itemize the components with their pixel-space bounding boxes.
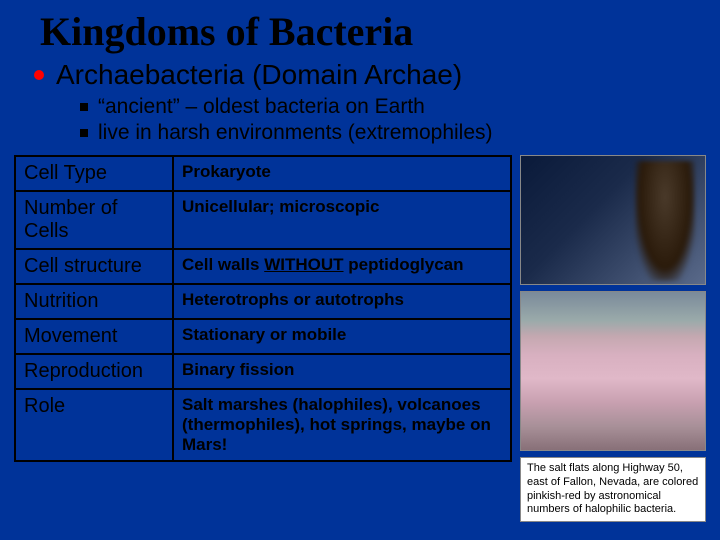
table-row-value: Prokaryote — [173, 156, 511, 191]
table-row-value: Salt marshes (halophiles), volcanoes (th… — [173, 389, 511, 461]
table-row-label: Role — [15, 389, 173, 461]
table-row-label: Movement — [15, 319, 173, 354]
table-row: Number of CellsUnicellular; microscopic — [15, 191, 511, 249]
square-bullet-icon — [80, 103, 88, 111]
slide: Kingdoms of Bacteria Archaebacteria (Dom… — [0, 0, 720, 540]
salt-flats-image — [520, 291, 706, 451]
characteristics-table-wrap: Cell TypeProkaryoteNumber of CellsUnicel… — [14, 155, 512, 522]
table-row: NutritionHeterotrophs or autotrophs — [15, 284, 511, 319]
sub-bullet-item: live in harsh environments (extremophile… — [80, 121, 710, 145]
table-row-value: Unicellular; microscopic — [173, 191, 511, 249]
main-bullet: Archaebacteria (Domain Archae) — [34, 59, 710, 91]
table-row-value: Stationary or mobile — [173, 319, 511, 354]
table-row-value: Cell walls WITHOUT peptidoglycan — [173, 249, 511, 284]
table-row-label: Cell Type — [15, 156, 173, 191]
hydrothermal-vent-image — [520, 155, 706, 285]
table-row: Cell TypeProkaryote — [15, 156, 511, 191]
sub-bullet-list: “ancient” – oldest bacteria on Earth liv… — [80, 95, 710, 145]
table-row-label: Reproduction — [15, 354, 173, 389]
subtitle-text: Archaebacteria (Domain Archae) — [56, 59, 462, 91]
sub-bullet-item: “ancient” – oldest bacteria on Earth — [80, 95, 710, 119]
images-column: The salt flats along Highway 50, east of… — [520, 155, 706, 522]
content-row: Cell TypeProkaryoteNumber of CellsUnicel… — [10, 155, 710, 522]
table-row-value: Heterotrophs or autotrophs — [173, 284, 511, 319]
table-row-label: Number of Cells — [15, 191, 173, 249]
sub-bullet-text: “ancient” – oldest bacteria on Earth — [98, 95, 425, 119]
table-row: ReproductionBinary fission — [15, 354, 511, 389]
image-caption: The salt flats along Highway 50, east of… — [520, 457, 706, 522]
square-bullet-icon — [80, 129, 88, 137]
table-row-label: Nutrition — [15, 284, 173, 319]
sub-bullet-text: live in harsh environments (extremophile… — [98, 121, 493, 145]
table-row: Cell structureCell walls WITHOUT peptido… — [15, 249, 511, 284]
bullet-dot-icon — [34, 70, 44, 80]
table-row-label: Cell structure — [15, 249, 173, 284]
characteristics-table: Cell TypeProkaryoteNumber of CellsUnicel… — [14, 155, 512, 462]
slide-title: Kingdoms of Bacteria — [40, 8, 710, 55]
table-row: MovementStationary or mobile — [15, 319, 511, 354]
table-row-value: Binary fission — [173, 354, 511, 389]
table-row: RoleSalt marshes (halophiles), volcanoes… — [15, 389, 511, 461]
